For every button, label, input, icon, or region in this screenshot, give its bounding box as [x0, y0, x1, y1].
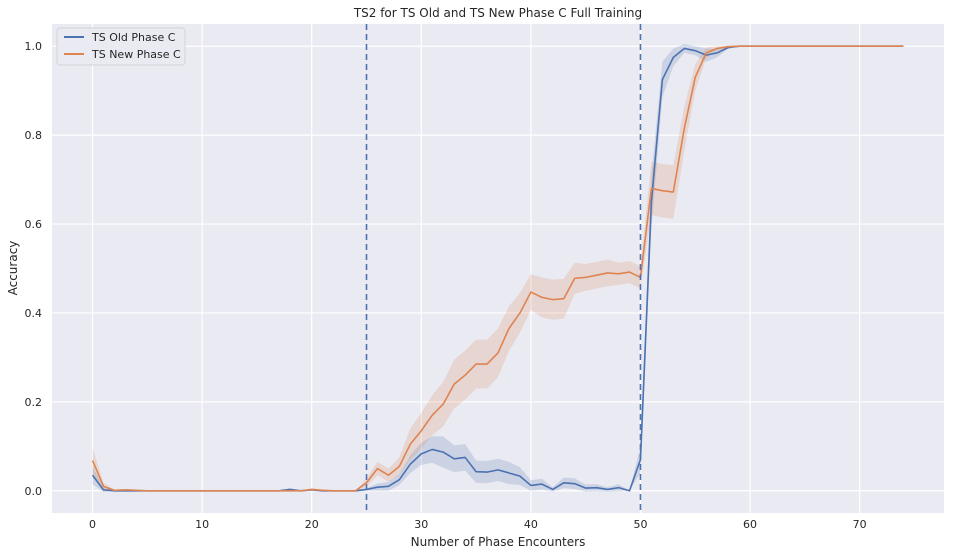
x-tick-label: 60 — [743, 518, 757, 531]
y-tick-label: 0.8 — [25, 129, 43, 142]
x-tick-label: 20 — [305, 518, 319, 531]
legend-box — [56, 27, 186, 66]
x-tick-label: 50 — [633, 518, 647, 531]
x-axis-label: Number of Phase Encounters — [411, 535, 586, 549]
phase-boundary-lines — [365, 24, 642, 513]
legend-label-ts-old: TS Old Phase C — [91, 31, 176, 44]
plot-area — [52, 24, 944, 513]
y-tick-label: 0.0 — [25, 485, 43, 498]
legend-label-ts-new: TS New Phase C — [91, 48, 181, 61]
y-tick-label: 1.0 — [25, 40, 43, 53]
series-lines — [91, 45, 904, 492]
y-axis-label: Accuracy — [6, 241, 20, 296]
y-tick-label: 0.2 — [25, 396, 43, 409]
x-tick-label: 30 — [414, 518, 428, 531]
tick-labels: 0 10 20 30 40 50 60 70 0.0 0.2 0.4 0.6 0.8 1.0 — [25, 40, 867, 531]
x-tick-label: 10 — [195, 518, 209, 531]
x-tick-label: 70 — [853, 518, 867, 531]
x-tick-label: 40 — [524, 518, 538, 531]
chart-title: TS2 for TS Old and TS New Phase C Full T… — [353, 6, 642, 20]
series-line-ts-new-phase-c — [91, 45, 904, 492]
legend: TS Old Phase C TS New Phase C — [56, 27, 186, 66]
x-tick-label: 0 — [89, 518, 96, 531]
y-tick-label: 0.4 — [25, 307, 43, 320]
y-tick-label: 0.6 — [25, 218, 43, 231]
